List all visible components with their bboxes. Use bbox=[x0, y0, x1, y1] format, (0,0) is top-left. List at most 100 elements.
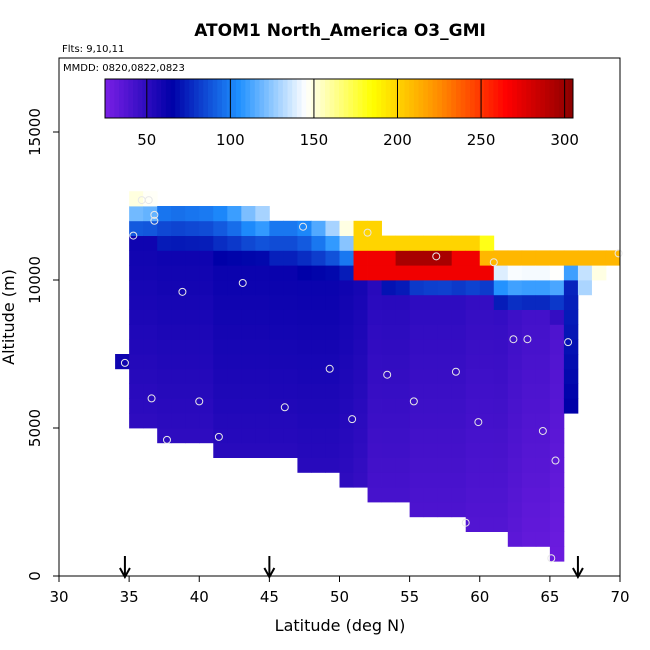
heatmap-cell bbox=[423, 250, 439, 266]
colorbar-swatch bbox=[324, 79, 331, 118]
colorbar-swatch bbox=[563, 79, 569, 118]
colorbar-swatch bbox=[437, 79, 443, 118]
heatmap-cell bbox=[563, 265, 579, 281]
heatmap-cell bbox=[171, 250, 186, 266]
heatmap-cell bbox=[437, 428, 453, 444]
heatmap-cell bbox=[269, 383, 284, 399]
heatmap-cell bbox=[171, 413, 186, 429]
sample-point bbox=[509, 335, 518, 344]
heatmap-cell bbox=[465, 324, 481, 340]
heatmap-cell bbox=[255, 383, 270, 399]
heatmap-cell bbox=[269, 280, 284, 296]
heatmap-cell bbox=[451, 368, 467, 384]
colorbar-swatch bbox=[212, 79, 218, 118]
heatmap-cell bbox=[143, 309, 158, 325]
colorbar: 50 100 150 200 250 300 bbox=[104, 78, 579, 149]
heatmap-cell bbox=[129, 339, 144, 355]
heatmap-cell bbox=[325, 235, 340, 251]
heatmap-cell bbox=[409, 294, 425, 310]
flight-marker-arrow bbox=[119, 556, 131, 580]
heatmap-cell bbox=[465, 487, 481, 503]
heatmap-cell bbox=[437, 280, 453, 296]
heatmap-cell bbox=[353, 265, 368, 281]
heatmap-cell bbox=[213, 324, 228, 340]
heatmap-cell bbox=[185, 294, 200, 310]
dates-note: MMDD: 0820,0822,0823 bbox=[63, 63, 185, 74]
heatmap-cell bbox=[451, 309, 467, 325]
heatmap-cell bbox=[535, 413, 551, 429]
heatmap-cell bbox=[143, 235, 158, 251]
sample-point bbox=[474, 418, 483, 427]
heatmap-cell bbox=[395, 294, 411, 310]
colorbar-swatch bbox=[549, 79, 555, 118]
sample-point bbox=[299, 222, 308, 231]
heatmap-cell bbox=[549, 457, 565, 473]
heatmap-cell bbox=[171, 368, 186, 384]
heatmap-cell bbox=[227, 368, 242, 384]
colorbar-swatch bbox=[484, 79, 490, 118]
colorbar-tick-label: 150 bbox=[300, 131, 329, 149]
colorbar-swatch bbox=[240, 79, 246, 118]
heatmap-cell bbox=[521, 280, 537, 296]
heatmap-cell bbox=[507, 265, 523, 281]
heatmap-cell bbox=[535, 339, 551, 355]
heatmap-cell bbox=[311, 354, 326, 370]
heatmap-cell bbox=[367, 398, 382, 414]
heatmap-cell bbox=[185, 309, 200, 325]
heatmap-cell bbox=[199, 398, 214, 414]
heatmap-cell bbox=[227, 280, 242, 296]
sample-point bbox=[409, 397, 418, 406]
heatmap-cell bbox=[283, 428, 298, 444]
heatmap-cell bbox=[507, 516, 523, 532]
colorbar-swatch bbox=[193, 79, 200, 118]
heatmap-cell bbox=[241, 294, 256, 310]
flight-markers bbox=[119, 556, 584, 580]
colorbar-swatch bbox=[451, 79, 457, 118]
colorbar-swatch bbox=[315, 79, 321, 118]
heatmap-cell bbox=[143, 250, 158, 266]
heatmap-cell bbox=[241, 368, 256, 384]
heatmap-cell bbox=[493, 339, 509, 355]
heatmap-cell bbox=[563, 398, 579, 414]
sample-point bbox=[363, 228, 372, 237]
heatmap-cell bbox=[437, 457, 453, 473]
sample-point bbox=[162, 435, 171, 444]
heatmap-cell bbox=[549, 546, 565, 562]
colorbar-swatch bbox=[137, 79, 143, 118]
heatmap-cell bbox=[563, 368, 579, 384]
heatmap-cell bbox=[339, 413, 354, 429]
heatmap-cell bbox=[423, 442, 439, 458]
heatmap-cell bbox=[521, 413, 537, 429]
heatmap-cell bbox=[493, 368, 509, 384]
colorbar-swatch bbox=[441, 79, 448, 118]
colorbar-swatch bbox=[334, 79, 340, 118]
heatmap-cell bbox=[591, 265, 607, 281]
heatmap-cell bbox=[255, 280, 270, 296]
colorbar-tick-label: 100 bbox=[216, 131, 245, 149]
colorbar-swatch bbox=[207, 79, 214, 118]
heatmap-cell bbox=[283, 250, 298, 266]
heatmap-cell bbox=[381, 472, 396, 488]
heatmap-cell bbox=[325, 324, 340, 340]
heatmap-cell bbox=[479, 428, 495, 444]
colorbar-swatch bbox=[367, 79, 373, 118]
heatmap-cell bbox=[479, 398, 495, 414]
heatmap-cell bbox=[451, 280, 467, 296]
heatmap-cell bbox=[479, 235, 495, 251]
heatmap-cell bbox=[339, 250, 354, 266]
sample-point bbox=[523, 335, 532, 344]
heatmap-cell bbox=[479, 280, 495, 296]
colorbar-swatch bbox=[278, 79, 284, 118]
sample-point bbox=[120, 358, 129, 367]
colorbar-swatch bbox=[217, 79, 223, 118]
heatmap-cell bbox=[213, 309, 228, 325]
heatmap-cell bbox=[129, 398, 144, 414]
heatmap-cell bbox=[465, 413, 481, 429]
heatmap-cell bbox=[507, 487, 523, 503]
heatmap-cell bbox=[297, 309, 312, 325]
heatmap-cell bbox=[451, 487, 467, 503]
heatmap-cell bbox=[479, 472, 495, 488]
heatmap-cell bbox=[437, 324, 453, 340]
heatmap-cell bbox=[535, 487, 551, 503]
colorbar-swatch bbox=[142, 79, 148, 118]
